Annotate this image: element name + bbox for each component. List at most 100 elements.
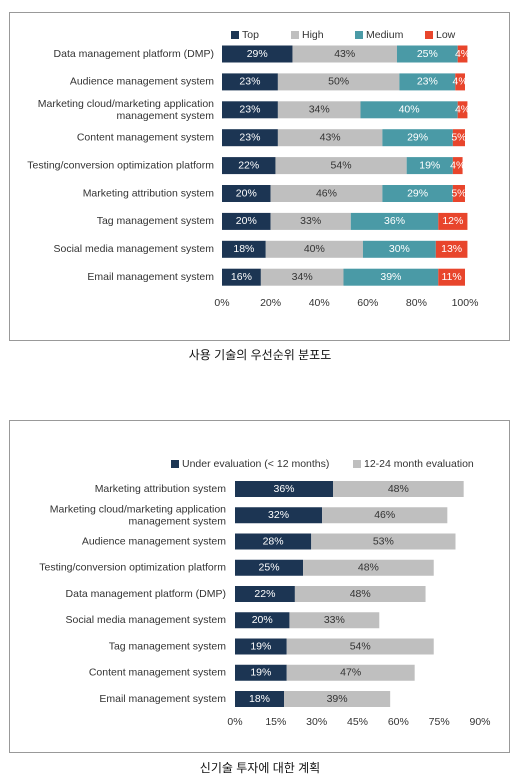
value-label: 46% [316, 187, 337, 199]
value-label: 40% [304, 243, 325, 255]
bar-segment [222, 212, 271, 230]
bar-segment [270, 185, 383, 202]
bar-segment [222, 240, 266, 258]
bar-segment [222, 129, 278, 147]
category-label: Audience management system [82, 535, 226, 547]
value-label: 50% [328, 76, 349, 88]
category-label: Audience management system [70, 76, 214, 88]
value-label: 43% [334, 48, 355, 60]
bar-segment [350, 212, 439, 230]
category-label: Data management platform (DMP) [66, 588, 226, 600]
category-label: Email management system [87, 271, 214, 283]
bar-segment [265, 240, 363, 258]
value-label: 22% [238, 159, 259, 171]
category-label: Marketing attribution system [83, 187, 215, 199]
legend-swatch [231, 31, 239, 39]
bar-segment [235, 586, 295, 602]
value-label: 18% [233, 243, 254, 255]
value-label: 47% [340, 667, 361, 679]
bar-segment [399, 73, 456, 91]
value-label: 33% [300, 215, 321, 227]
value-label: 48% [358, 562, 379, 574]
value-label: 36% [273, 483, 294, 495]
chart-frame [9, 420, 510, 753]
bar-segment [455, 73, 465, 91]
caption: 사용 기술의 우선순위 분포도 [189, 348, 331, 362]
value-label: 4% [455, 104, 470, 116]
bar-segment [294, 586, 426, 602]
value-label: 46% [374, 509, 395, 521]
value-label: 23% [239, 104, 260, 116]
x-tick-label: 0% [214, 297, 229, 309]
value-label: 20% [236, 215, 257, 227]
bar-segment [311, 533, 456, 550]
value-label: 22% [254, 588, 275, 600]
bar-segment [396, 45, 458, 63]
value-label: 54% [350, 640, 371, 652]
value-label: 23% [417, 76, 438, 88]
value-label: 39% [380, 271, 401, 283]
value-label: 39% [327, 693, 348, 705]
value-label: 30% [389, 243, 410, 255]
bar-segment [235, 533, 312, 550]
bar-segment [277, 73, 400, 91]
value-label: 48% [388, 483, 409, 495]
value-label: 34% [292, 271, 313, 283]
bar-segment [286, 638, 434, 655]
bar-segment [235, 507, 323, 524]
bar-segment [270, 212, 351, 230]
value-label: 4% [455, 48, 470, 60]
x-tick-label: 45% [347, 716, 368, 728]
value-label: 16% [231, 271, 252, 283]
value-label: 5% [451, 131, 466, 143]
bar-segment [277, 101, 361, 119]
value-label: 43% [320, 131, 341, 143]
value-label: 20% [236, 187, 257, 199]
bar-segment [322, 507, 448, 524]
category-label: Content management system [77, 131, 214, 143]
legend-swatch [171, 460, 179, 468]
value-label: 5% [451, 187, 466, 199]
category-label: Marketing cloud/marketing application man… [38, 98, 215, 122]
bar-segment [438, 212, 468, 230]
category-label: Testing/conversion optimization platform [39, 562, 226, 574]
bar-segment [343, 268, 439, 286]
value-label: 33% [324, 614, 345, 626]
value-label: 29% [407, 187, 428, 199]
x-tick-label: 100% [452, 297, 479, 309]
value-label: 20% [252, 614, 273, 626]
value-label: 29% [407, 131, 428, 143]
x-tick-label: 90% [469, 716, 490, 728]
legend-label: Under evaluation (< 12 months) [182, 458, 329, 470]
bar-segment [452, 185, 465, 202]
bar-segment [457, 45, 468, 63]
bar-segment [222, 45, 293, 63]
value-label: 48% [350, 588, 371, 600]
x-tick-label: 75% [429, 716, 450, 728]
bar-segment [452, 129, 465, 147]
bar-segment [235, 691, 284, 707]
legend-swatch [425, 31, 433, 39]
x-tick-label: 20% [260, 297, 281, 309]
value-label: 19% [419, 159, 440, 171]
legend-label: Medium [366, 29, 404, 41]
category-label: Marketing attribution system [95, 483, 227, 495]
value-label: 11% [442, 271, 462, 283]
bar-segment [362, 240, 436, 258]
value-label: 36% [384, 215, 405, 227]
caption: 신기술 투자에 대한 계획 [200, 761, 320, 775]
category-label: Content management system [89, 667, 226, 679]
bar-segment [406, 157, 453, 175]
value-label: 13% [441, 243, 462, 255]
bar-segment [292, 45, 397, 63]
bar-segment [222, 73, 278, 91]
x-tick-label: 30% [306, 716, 327, 728]
x-tick-label: 0% [227, 716, 242, 728]
x-tick-label: 60% [357, 297, 378, 309]
value-label: 23% [239, 131, 260, 143]
x-tick-label: 60% [388, 716, 409, 728]
value-label: 53% [373, 535, 394, 547]
bar-segment [284, 691, 391, 707]
bar-segment [222, 101, 278, 119]
